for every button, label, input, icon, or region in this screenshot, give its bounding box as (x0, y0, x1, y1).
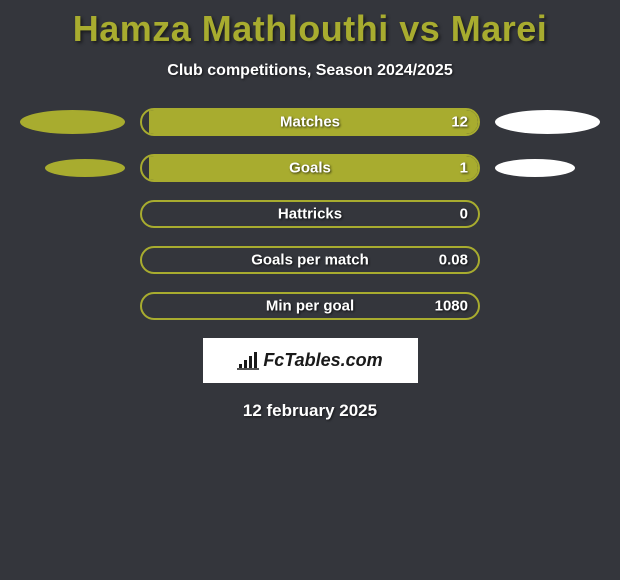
stat-right-value: 0 (460, 206, 468, 223)
right-marker-ellipse (495, 110, 600, 134)
stat-label: Hattricks (278, 206, 342, 223)
fctables-logo-box: FcTables.com (203, 338, 418, 383)
stat-right-value: 1 (460, 160, 468, 177)
subtitle: Club competitions, Season 2024/2025 (0, 62, 620, 80)
stat-label: Goals per match (251, 252, 369, 269)
stat-bar-matches: Matches 12 (140, 108, 480, 136)
stats-container: Matches 12 Goals 1 Hattricks 0 Goals per… (0, 108, 620, 320)
stat-right-value: 12 (451, 114, 468, 131)
stat-row: Goals 1 (0, 154, 620, 182)
left-marker-ellipse (45, 159, 125, 177)
stat-row: Matches 12 (0, 108, 620, 136)
stat-bar-goals-per-match: Goals per match 0.08 (140, 246, 480, 274)
logo-text: FcTables.com (263, 350, 382, 371)
right-marker-ellipse (495, 159, 575, 177)
stat-right-value: 0.08 (439, 252, 468, 269)
left-marker-ellipse (20, 110, 125, 134)
stat-row: Goals per match 0.08 (0, 246, 620, 274)
stat-row: Hattricks 0 (0, 200, 620, 228)
stat-row: Min per goal 1080 (0, 292, 620, 320)
stat-label: Goals (289, 160, 331, 177)
fctables-logo: FcTables.com (237, 350, 382, 371)
stat-label: Min per goal (266, 298, 354, 315)
bar-chart-icon (237, 352, 259, 370)
stat-bar-hattricks: Hattricks 0 (140, 200, 480, 228)
stat-label: Matches (280, 114, 340, 131)
stat-bar-min-per-goal: Min per goal 1080 (140, 292, 480, 320)
page-title: Hamza Mathlouthi vs Marei (0, 0, 620, 50)
stat-right-value: 1080 (435, 298, 468, 315)
stat-bar-goals: Goals 1 (140, 154, 480, 182)
date-label: 12 february 2025 (0, 401, 620, 421)
